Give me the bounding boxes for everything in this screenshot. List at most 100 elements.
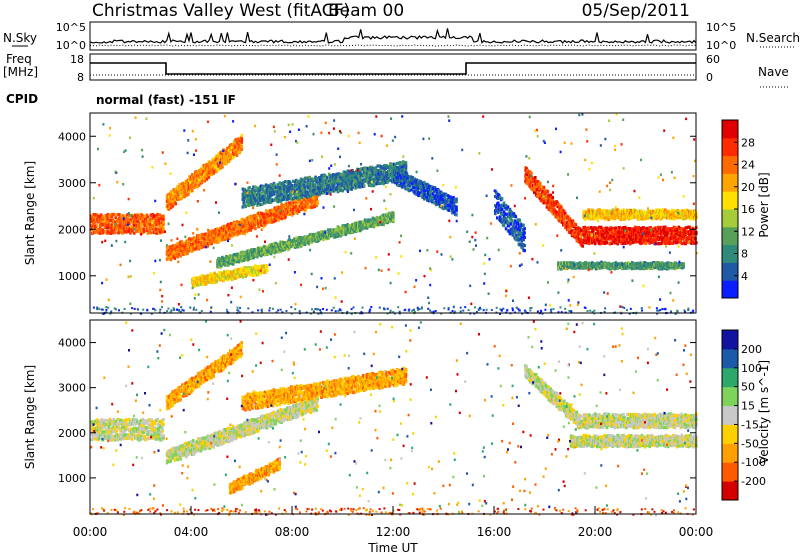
scatter-cell bbox=[295, 240, 299, 244]
scatter-cell bbox=[613, 232, 617, 236]
scatter-cell bbox=[197, 240, 201, 245]
scatter-cell bbox=[213, 273, 216, 278]
scatter-cell bbox=[169, 198, 173, 202]
scatter-cell bbox=[421, 189, 424, 193]
scatter-cell bbox=[656, 229, 659, 233]
scatter-cell bbox=[455, 200, 458, 204]
scatter-cell bbox=[187, 183, 190, 187]
scatter-cell bbox=[613, 228, 617, 233]
scatter-cell bbox=[279, 205, 282, 209]
scatter-cell bbox=[297, 200, 301, 204]
scatter-cell bbox=[536, 180, 540, 184]
scatter-cell bbox=[455, 208, 458, 212]
scatter-cell bbox=[292, 204, 295, 208]
scatter-cell bbox=[664, 234, 667, 238]
scatter-cell bbox=[209, 168, 213, 172]
scatter-cell bbox=[184, 190, 187, 194]
scatter-cell bbox=[180, 252, 183, 256]
scatter-cell bbox=[577, 228, 581, 233]
scatter-cell bbox=[634, 233, 638, 237]
scatter-cell bbox=[217, 168, 220, 172]
scatter-cell bbox=[369, 175, 373, 179]
scatter-cell bbox=[240, 231, 244, 235]
scatter-cell bbox=[142, 227, 146, 231]
scatter-cell bbox=[282, 203, 285, 208]
scatter-cell bbox=[213, 170, 216, 174]
scatter-cell bbox=[115, 224, 118, 228]
scatter-cell bbox=[122, 214, 125, 218]
scatter-cell bbox=[233, 231, 237, 235]
scatter-cell bbox=[109, 231, 113, 235]
scatter-cell bbox=[540, 191, 544, 195]
scatter-cell bbox=[399, 165, 403, 169]
scatter-cell bbox=[544, 195, 548, 199]
scatter-cell bbox=[393, 165, 396, 169]
scatter-cell bbox=[376, 176, 380, 180]
scatter-cell bbox=[534, 179, 538, 183]
scatter-cell bbox=[216, 236, 219, 240]
scatter-cell bbox=[248, 201, 251, 205]
scatter-cell bbox=[291, 213, 294, 217]
scatter-cell bbox=[257, 214, 260, 218]
scatter-cell bbox=[180, 240, 183, 244]
scatter-cell bbox=[538, 197, 542, 201]
scatter-cell bbox=[316, 177, 319, 181]
scatter-cell bbox=[176, 242, 179, 246]
scatter-cell bbox=[288, 238, 291, 242]
scatter-cell bbox=[217, 256, 220, 261]
scatter-cell bbox=[156, 216, 159, 220]
scatter-cell bbox=[579, 237, 583, 241]
figure-title: Christmas Valley West (fitACF) bbox=[92, 1, 350, 21]
scatter-cell bbox=[526, 170, 529, 175]
scatter-cell bbox=[296, 245, 300, 249]
scatter-cell bbox=[215, 279, 218, 283]
scatter-cell bbox=[227, 159, 231, 163]
scatter-cell bbox=[267, 216, 271, 220]
scatter-cell bbox=[309, 206, 313, 210]
scatter-cell bbox=[266, 210, 270, 214]
scatter-cell bbox=[658, 242, 661, 246]
scatter-cell bbox=[227, 225, 231, 229]
scatter-cell bbox=[335, 187, 339, 191]
scatter-cell bbox=[376, 178, 380, 182]
scatter-cell bbox=[344, 232, 347, 237]
scatter-cell bbox=[408, 188, 412, 192]
scatter-cell bbox=[197, 247, 201, 251]
scatter-cell bbox=[351, 174, 354, 178]
scatter-cell bbox=[334, 176, 338, 181]
scatter-cell bbox=[316, 201, 319, 206]
scatter-cell bbox=[180, 183, 183, 188]
scatter-cell bbox=[294, 178, 298, 183]
scatter-cell bbox=[236, 137, 240, 141]
scatter-cell bbox=[331, 175, 335, 179]
scatter-cell bbox=[542, 185, 546, 189]
scatter-cell bbox=[174, 202, 178, 206]
noise-right-label: N.Search bbox=[746, 31, 800, 45]
scatter-cell bbox=[225, 230, 228, 234]
scatter-cell bbox=[139, 223, 143, 227]
scatter-cell bbox=[653, 242, 656, 246]
scatter-cell bbox=[428, 193, 432, 197]
scatter-cell bbox=[109, 218, 113, 222]
scatter-cell bbox=[148, 222, 152, 226]
scatter-cell bbox=[398, 161, 402, 165]
scatter-cell bbox=[340, 228, 344, 232]
scatter-cell bbox=[401, 172, 405, 176]
scatter-cell bbox=[90, 223, 93, 227]
scatter-cell bbox=[630, 230, 633, 234]
scatter-cell bbox=[256, 203, 259, 207]
scatter-cell bbox=[296, 179, 300, 184]
scatter-cell bbox=[392, 167, 395, 171]
scatter-cell bbox=[343, 187, 347, 191]
scatter-cell bbox=[273, 187, 277, 191]
scatter-cell bbox=[601, 233, 605, 237]
scatter-cell bbox=[208, 173, 212, 177]
scatter-cell bbox=[451, 200, 454, 204]
scatter-cell bbox=[244, 266, 247, 270]
scatter-cell bbox=[181, 190, 184, 194]
scatter-cell bbox=[682, 241, 685, 246]
scatter-cell bbox=[146, 215, 150, 219]
scatter-cell bbox=[236, 273, 240, 277]
scatter-cell bbox=[228, 155, 232, 159]
scatter-cell bbox=[253, 225, 256, 229]
